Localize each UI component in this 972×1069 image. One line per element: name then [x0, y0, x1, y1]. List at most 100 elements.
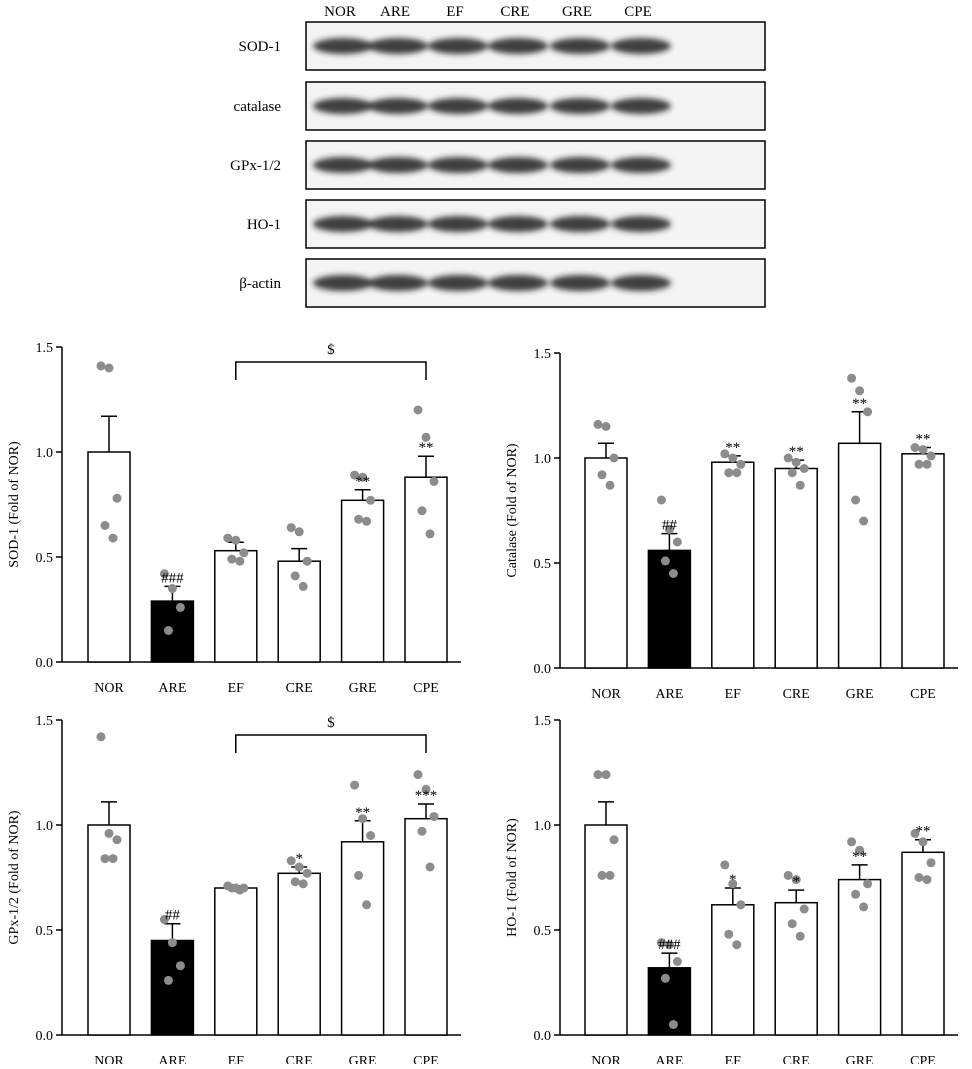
bar — [711, 904, 755, 1036]
bar — [711, 461, 755, 669]
x-tick-label: CPE — [910, 687, 936, 702]
row-label: SOD-1 — [238, 39, 281, 55]
y-axis-label: SOD-1 (Fold of NOR) — [7, 441, 22, 568]
bar — [87, 824, 131, 1036]
band — [611, 216, 671, 232]
data-point — [783, 870, 793, 880]
y-tick-label: 0.0 — [534, 1029, 552, 1044]
blot-bands — [313, 216, 671, 232]
lane-label: ARE — [380, 4, 410, 20]
band — [368, 275, 428, 291]
band — [368, 98, 428, 114]
data-point — [672, 957, 682, 966]
data-point — [859, 902, 869, 912]
significance-label: ** — [789, 444, 804, 460]
data-point — [724, 929, 734, 939]
blot-bands — [313, 157, 671, 173]
data-point — [795, 480, 805, 490]
data-point — [286, 856, 296, 866]
x-tick-label: EF — [228, 681, 245, 696]
data-point — [362, 900, 372, 910]
band — [611, 275, 671, 291]
data-point — [286, 523, 296, 533]
data-point — [108, 854, 118, 864]
data-point — [223, 533, 233, 543]
bracket-label: $ — [327, 342, 335, 358]
row-label: catalase — [234, 99, 282, 115]
bracket — [235, 361, 427, 380]
x-tick-label: NOR — [591, 1054, 621, 1064]
data-point — [783, 453, 793, 463]
band — [488, 216, 548, 232]
significance-label: ** — [852, 396, 867, 412]
y-tick-label: 0.5 — [534, 557, 552, 572]
error-bar — [598, 801, 614, 825]
data-point — [227, 554, 237, 564]
significance-label: * — [792, 874, 800, 890]
band — [488, 38, 548, 54]
error-bar — [101, 415, 117, 452]
x-tick-label: CPE — [413, 1054, 439, 1064]
x-tick-label: NOR — [94, 1054, 124, 1064]
data-point — [112, 835, 122, 845]
lane-label: CRE — [500, 4, 529, 20]
x-tick-label: EF — [725, 1054, 742, 1064]
bar — [837, 442, 882, 669]
x-tick-label: EF — [228, 1054, 245, 1064]
y-tick-label: 0.0 — [36, 1029, 54, 1044]
data-point — [167, 584, 177, 593]
data-point — [609, 453, 619, 463]
data-point — [922, 875, 932, 885]
band — [368, 157, 428, 173]
y-tick-label: 1.0 — [36, 819, 54, 834]
data-point — [863, 407, 873, 417]
data-point — [918, 445, 928, 455]
data-point — [112, 493, 122, 503]
x-tick-label: ARE — [158, 681, 186, 696]
bar — [584, 824, 628, 1036]
x-tick-label: GRE — [846, 1054, 874, 1064]
x-tick-label: NOR — [94, 681, 124, 696]
band — [550, 216, 610, 232]
data-point — [914, 873, 924, 882]
data-point — [175, 602, 185, 612]
x-tick-label: EF — [725, 687, 742, 702]
band — [313, 157, 373, 173]
data-point — [660, 556, 670, 566]
data-point — [429, 476, 439, 486]
y-tick-label: 1.5 — [534, 347, 552, 362]
row-label: HO-1 — [247, 217, 281, 233]
data-point — [910, 828, 920, 838]
data-point — [358, 472, 368, 482]
data-point — [732, 468, 742, 478]
data-point — [720, 860, 730, 870]
data-point — [104, 828, 114, 838]
data-point — [914, 459, 924, 469]
band — [428, 157, 488, 173]
bar — [404, 817, 448, 1036]
data-point — [294, 527, 304, 537]
data-point — [736, 459, 746, 469]
data-point — [664, 524, 674, 534]
data-point — [668, 569, 678, 578]
data-point — [159, 915, 169, 924]
error-bar — [418, 803, 434, 819]
data-point — [231, 535, 241, 545]
band — [550, 157, 610, 173]
significance-label: ** — [725, 440, 740, 456]
error-bar — [291, 547, 308, 562]
x-tick-label: CRE — [783, 687, 810, 702]
data-point — [609, 835, 619, 845]
bar — [277, 872, 321, 1036]
error-bar — [851, 864, 868, 880]
x-tick-label: GRE — [349, 1054, 377, 1064]
data-point — [926, 858, 936, 868]
bar — [214, 549, 258, 663]
bar — [214, 887, 258, 1036]
significance-label: ### — [161, 570, 184, 586]
data-point — [425, 862, 435, 872]
data-point — [859, 516, 869, 526]
data-point — [413, 405, 423, 415]
data-point — [799, 464, 809, 473]
